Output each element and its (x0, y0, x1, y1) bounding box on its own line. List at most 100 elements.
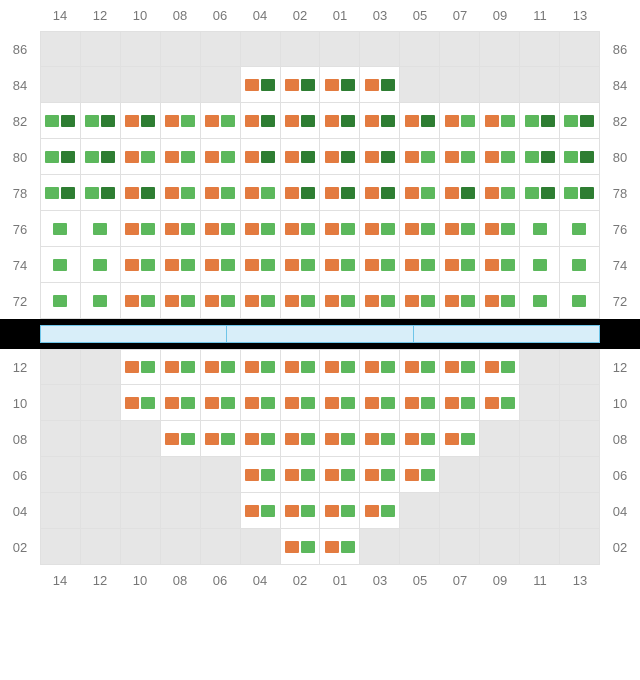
seat-cell[interactable] (241, 211, 281, 247)
seat-cell[interactable] (360, 421, 400, 457)
seat-cell[interactable] (480, 247, 520, 283)
seat-cell[interactable] (320, 385, 360, 421)
seat-cell[interactable] (201, 175, 241, 211)
seat-cell[interactable] (360, 139, 400, 175)
seat-cell[interactable] (201, 211, 241, 247)
seat-cell[interactable] (161, 283, 201, 319)
seat-cell[interactable] (360, 67, 400, 103)
seat-cell[interactable] (440, 211, 480, 247)
seat-cell[interactable] (520, 247, 560, 283)
seat-cell[interactable] (281, 529, 321, 565)
seat-cell[interactable] (560, 175, 600, 211)
seat-cell[interactable] (400, 385, 440, 421)
seat-cell[interactable] (281, 175, 321, 211)
seat-cell[interactable] (81, 175, 121, 211)
seat-cell[interactable] (40, 103, 81, 139)
seat-cell[interactable] (480, 103, 520, 139)
seat-cell[interactable] (161, 103, 201, 139)
seat-cell[interactable] (40, 283, 81, 319)
seat-cell[interactable] (400, 175, 440, 211)
seat-cell[interactable] (480, 283, 520, 319)
seat-cell[interactable] (320, 211, 360, 247)
seat-cell[interactable] (161, 421, 201, 457)
seat-cell[interactable] (281, 349, 321, 385)
seat-cell[interactable] (360, 385, 400, 421)
seat-cell[interactable] (560, 103, 600, 139)
seat-cell[interactable] (320, 421, 360, 457)
seat-cell[interactable] (201, 139, 241, 175)
seat-cell[interactable] (81, 139, 121, 175)
seat-cell[interactable] (121, 349, 161, 385)
seat-cell[interactable] (520, 103, 560, 139)
seat-cell[interactable] (81, 103, 121, 139)
seat-cell[interactable] (121, 283, 161, 319)
seat-cell[interactable] (121, 385, 161, 421)
seat-cell[interactable] (40, 139, 81, 175)
seat-cell[interactable] (560, 283, 600, 319)
seat-cell[interactable] (320, 175, 360, 211)
seat-cell[interactable] (440, 385, 480, 421)
seat-cell[interactable] (281, 421, 321, 457)
seat-cell[interactable] (560, 247, 600, 283)
seat-cell[interactable] (241, 385, 281, 421)
seat-cell[interactable] (400, 349, 440, 385)
seat-cell[interactable] (400, 103, 440, 139)
seat-cell[interactable] (40, 175, 81, 211)
seat-cell[interactable] (81, 283, 121, 319)
seat-cell[interactable] (520, 175, 560, 211)
seat-cell[interactable] (360, 457, 400, 493)
seat-cell[interactable] (360, 349, 400, 385)
seat-cell[interactable] (161, 175, 201, 211)
seat-cell[interactable] (281, 139, 321, 175)
seat-cell[interactable] (440, 349, 480, 385)
seat-cell[interactable] (480, 175, 520, 211)
seat-cell[interactable] (241, 103, 281, 139)
seat-cell[interactable] (440, 283, 480, 319)
seat-cell[interactable] (320, 103, 360, 139)
seat-cell[interactable] (121, 247, 161, 283)
seat-cell[interactable] (281, 385, 321, 421)
seat-cell[interactable] (360, 175, 400, 211)
seat-cell[interactable] (161, 139, 201, 175)
seat-cell[interactable] (400, 421, 440, 457)
seat-cell[interactable] (241, 175, 281, 211)
seat-cell[interactable] (241, 349, 281, 385)
seat-cell[interactable] (281, 247, 321, 283)
seat-cell[interactable] (520, 283, 560, 319)
seat-cell[interactable] (241, 67, 281, 103)
seat-cell[interactable] (320, 139, 360, 175)
seat-cell[interactable] (121, 175, 161, 211)
seat-cell[interactable] (320, 283, 360, 319)
seat-cell[interactable] (281, 211, 321, 247)
seat-cell[interactable] (81, 247, 121, 283)
seat-cell[interactable] (281, 67, 321, 103)
seat-cell[interactable] (161, 211, 201, 247)
seat-cell[interactable] (241, 283, 281, 319)
seat-cell[interactable] (161, 247, 201, 283)
seat-cell[interactable] (480, 349, 520, 385)
seat-cell[interactable] (360, 211, 400, 247)
seat-cell[interactable] (440, 103, 480, 139)
seat-cell[interactable] (320, 67, 360, 103)
seat-cell[interactable] (201, 103, 241, 139)
seat-cell[interactable] (320, 247, 360, 283)
seat-cell[interactable] (520, 211, 560, 247)
seat-cell[interactable] (241, 421, 281, 457)
seat-cell[interactable] (201, 385, 241, 421)
seat-cell[interactable] (281, 457, 321, 493)
seat-cell[interactable] (360, 103, 400, 139)
seat-cell[interactable] (480, 139, 520, 175)
seat-cell[interactable] (201, 247, 241, 283)
seat-cell[interactable] (281, 283, 321, 319)
seat-cell[interactable] (161, 385, 201, 421)
seat-cell[interactable] (320, 529, 360, 565)
seat-cell[interactable] (241, 493, 281, 529)
seat-cell[interactable] (440, 247, 480, 283)
seat-cell[interactable] (400, 247, 440, 283)
seat-cell[interactable] (400, 211, 440, 247)
seat-cell[interactable] (560, 139, 600, 175)
seat-cell[interactable] (320, 349, 360, 385)
seat-cell[interactable] (480, 211, 520, 247)
seat-cell[interactable] (440, 175, 480, 211)
seat-cell[interactable] (201, 283, 241, 319)
